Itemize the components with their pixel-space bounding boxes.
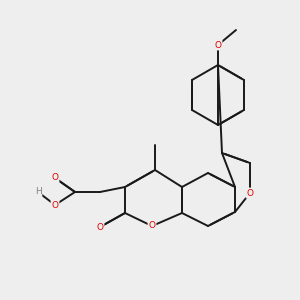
Text: O: O	[97, 223, 104, 232]
Text: O: O	[247, 188, 254, 197]
Text: H: H	[34, 188, 41, 196]
Text: O: O	[214, 40, 221, 50]
Text: O: O	[52, 200, 58, 209]
Text: O: O	[148, 221, 155, 230]
Text: O: O	[52, 173, 58, 182]
